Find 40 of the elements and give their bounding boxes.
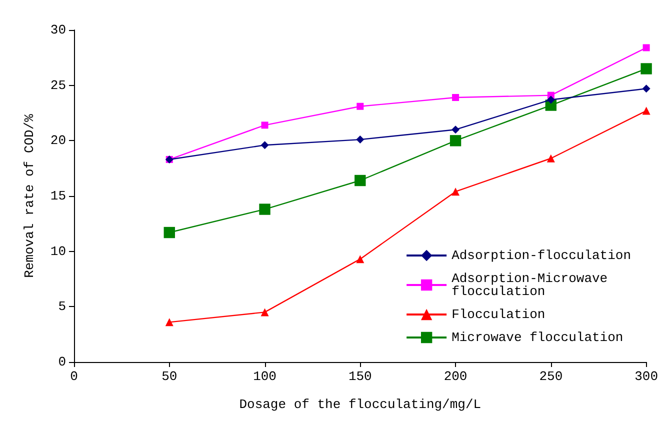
legend-label: Adsorption-flocculation — [452, 248, 632, 263]
y-tick-label: 20 — [50, 133, 66, 148]
y-tick-label: 5 — [58, 299, 66, 314]
point — [452, 94, 460, 102]
point — [546, 154, 555, 162]
y-tick-label: 30 — [50, 22, 66, 38]
legend-label: Microwave flocculation — [452, 330, 624, 345]
point — [260, 308, 269, 316]
point — [452, 188, 460, 196]
y-tick-label: 15 — [50, 188, 66, 204]
point — [642, 44, 650, 52]
y-tick-label: 10 — [50, 244, 66, 259]
point — [450, 135, 462, 146]
x-tick-label: 0 — [70, 369, 78, 384]
x-tick-label: 300 — [634, 369, 658, 384]
point — [640, 63, 652, 74]
point — [356, 102, 364, 110]
legend-label: Flocculation — [452, 307, 546, 322]
point — [356, 136, 364, 144]
point — [261, 122, 268, 129]
point — [259, 204, 270, 215]
point — [452, 126, 460, 134]
x-tick-label: 100 — [253, 369, 276, 384]
x-tick-label: 200 — [444, 369, 468, 384]
x-tick-label: 50 — [162, 369, 178, 384]
y-tick-label: 0 — [58, 354, 66, 370]
point — [546, 96, 555, 104]
point — [164, 226, 175, 238]
point — [260, 141, 269, 150]
x-axis-title: Dosage of the flocculating/mg/L — [239, 397, 482, 412]
point — [642, 106, 650, 115]
point — [356, 255, 364, 264]
y-axis-title: Removal rate of COD/% — [22, 114, 37, 278]
x-tick-label: 150 — [348, 369, 372, 384]
y-tick-label: 25 — [50, 78, 66, 93]
point — [642, 84, 650, 93]
x-tick-label: 250 — [539, 369, 563, 384]
point — [165, 318, 174, 326]
legend-label: Adsorption-Microwave flocculation — [452, 271, 608, 299]
point — [354, 174, 366, 186]
